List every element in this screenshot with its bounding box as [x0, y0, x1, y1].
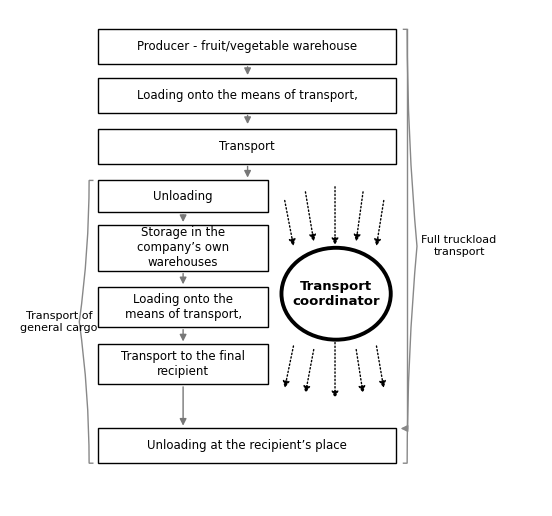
- Text: Transport
coordinator: Transport coordinator: [293, 280, 380, 308]
- Ellipse shape: [282, 248, 391, 340]
- FancyBboxPatch shape: [98, 29, 396, 64]
- FancyBboxPatch shape: [98, 78, 396, 112]
- Text: Loading onto the means of transport,: Loading onto the means of transport,: [137, 89, 358, 102]
- FancyBboxPatch shape: [98, 344, 268, 384]
- FancyBboxPatch shape: [98, 428, 396, 463]
- Text: Transport of
general cargo: Transport of general cargo: [20, 311, 98, 333]
- Text: Unloading at the recipient’s place: Unloading at the recipient’s place: [147, 439, 347, 453]
- Text: Full truckload
transport: Full truckload transport: [421, 235, 497, 257]
- FancyBboxPatch shape: [98, 181, 268, 212]
- Text: Transport: Transport: [220, 140, 275, 153]
- Text: Loading onto the
means of transport,: Loading onto the means of transport,: [125, 293, 242, 321]
- FancyBboxPatch shape: [98, 129, 396, 164]
- Text: Storage in the
company’s own
warehouses: Storage in the company’s own warehouses: [137, 227, 229, 269]
- Text: Transport to the final
recipient: Transport to the final recipient: [121, 350, 245, 378]
- Text: Producer - fruit/vegetable warehouse: Producer - fruit/vegetable warehouse: [137, 40, 357, 53]
- FancyBboxPatch shape: [98, 287, 268, 327]
- Text: Unloading: Unloading: [153, 190, 213, 203]
- FancyBboxPatch shape: [98, 225, 268, 271]
